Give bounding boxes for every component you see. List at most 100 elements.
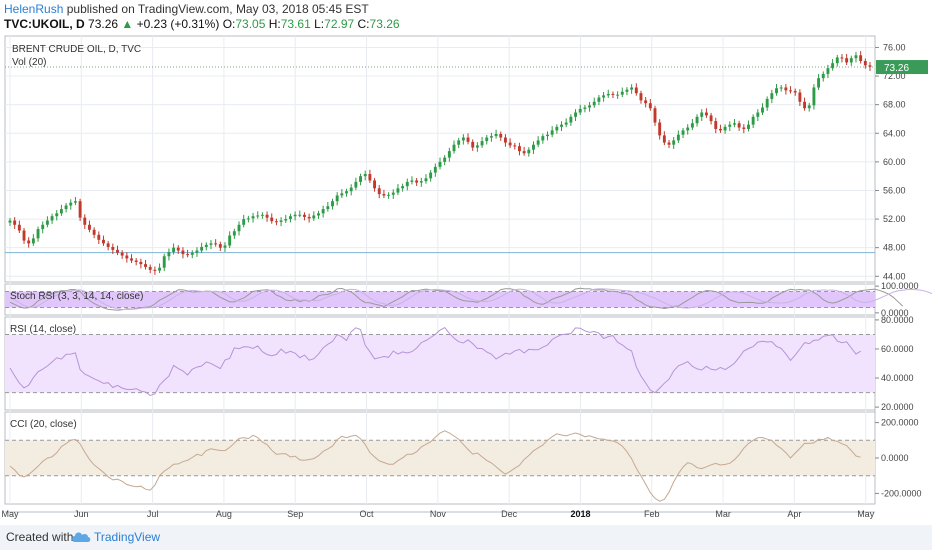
- candle-body: [204, 244, 208, 247]
- x-tick-label: Jun: [74, 509, 89, 519]
- created-with-text: Created with: [6, 530, 74, 544]
- candle-body: [158, 267, 162, 271]
- candle-body: [265, 214, 269, 218]
- candle-body: [723, 126, 727, 131]
- candle-body: [246, 218, 250, 220]
- candle-body: [345, 191, 348, 194]
- candle-body: [326, 206, 330, 210]
- candle-body: [532, 144, 535, 150]
- candle-body: [560, 124, 563, 127]
- candle-body: [611, 93, 615, 95]
- candle-body: [331, 201, 334, 207]
- candle-body: [405, 181, 409, 187]
- candle-body: [424, 178, 428, 182]
- candle-body: [41, 224, 45, 230]
- open-label: O:: [222, 17, 236, 31]
- stoch-rsi-k-line: [9, 287, 904, 311]
- candle-body: [307, 216, 311, 219]
- rsi-y-tick-label: 60.0000: [881, 344, 914, 354]
- publish-header: HelenRush published on TradingView.com, …: [4, 2, 369, 16]
- candle-body: [644, 100, 648, 104]
- cci-label: CCI (20, close): [10, 419, 77, 430]
- candle-body: [583, 107, 587, 109]
- candle-body: [69, 202, 73, 206]
- last-price-label: 73.26: [884, 63, 909, 74]
- publish-info: published on TradingView.com, May 03, 20…: [66, 2, 369, 16]
- candle-body: [88, 224, 91, 230]
- cci-y-tick-label: 0.0000: [881, 453, 909, 463]
- y-tick-label: 72.00: [883, 71, 906, 81]
- price-change: +0.23 (+0.31%): [136, 17, 220, 31]
- candle-body: [854, 55, 858, 59]
- candle-body: [349, 187, 353, 192]
- y-tick-label: 68.00: [883, 100, 906, 110]
- candle-body: [293, 214, 297, 217]
- candle-body: [214, 243, 218, 245]
- candle-body: [13, 220, 17, 225]
- candle-body: [97, 234, 101, 240]
- candle-body: [59, 209, 63, 214]
- candle-body: [653, 108, 657, 123]
- candle-body: [452, 144, 456, 152]
- candle-body: [466, 137, 470, 142]
- candle-body: [770, 93, 774, 99]
- candle-body: [550, 130, 554, 135]
- candle-body: [354, 181, 358, 188]
- candle-body: [625, 89, 629, 92]
- candle-body: [139, 261, 143, 265]
- rsi-line: [9, 326, 861, 397]
- price-pane-title: BRENT CRUDE OIL, D, TVC: [12, 44, 141, 55]
- candle-body: [630, 87, 634, 90]
- high-value: 73.61: [280, 17, 311, 31]
- candle-body: [541, 136, 545, 141]
- candle-body: [120, 252, 124, 256]
- candle-body: [714, 121, 718, 129]
- x-tick-label: Jul: [147, 509, 159, 519]
- candle-body: [92, 229, 96, 235]
- candle-body: [602, 95, 606, 98]
- candle-body: [232, 231, 236, 236]
- symbol-label: TVC:UKOIL, D: [4, 17, 85, 31]
- tradingview-link[interactable]: TradingView: [94, 530, 161, 544]
- y-tick-label: 52.00: [883, 214, 906, 224]
- candle-body: [503, 137, 507, 143]
- candle-body: [373, 180, 377, 189]
- candle-body: [564, 122, 568, 125]
- candle-body: [803, 101, 807, 109]
- candle-body: [868, 65, 872, 67]
- candle-body: [494, 133, 498, 137]
- candle-body: [172, 247, 176, 252]
- candle-body: [775, 88, 778, 94]
- candle-body: [742, 127, 746, 129]
- candle-body: [658, 122, 662, 136]
- author-link[interactable]: HelenRush: [4, 2, 64, 16]
- candle-body: [648, 103, 652, 109]
- low-label: L:: [314, 17, 325, 31]
- candle-body: [8, 220, 12, 223]
- candle-body: [461, 137, 465, 141]
- candle-body: [433, 166, 437, 173]
- candle-body: [190, 252, 194, 255]
- candle-body: [751, 116, 755, 125]
- stoch-rsi-label: Stoch RSI (3, 3, 14, 14, close): [10, 291, 143, 302]
- stoch-rsi-y-tick-label: 100.0000: [881, 281, 919, 291]
- candle-body: [695, 116, 699, 124]
- candle-body: [125, 255, 129, 259]
- x-tick-label: Mar: [715, 509, 731, 519]
- candle-body: [55, 213, 59, 217]
- candle-body: [784, 87, 788, 91]
- candle-body: [144, 264, 147, 267]
- candle-body: [443, 157, 447, 162]
- rsi-y-tick-label: 80.0000: [881, 315, 914, 325]
- tradingview-cloud-icon[interactable]: [70, 530, 92, 544]
- candle-body: [700, 112, 704, 117]
- x-tick-label: Sep: [287, 509, 303, 519]
- candle-body: [606, 93, 610, 96]
- candle-body: [709, 115, 713, 122]
- candle-body: [733, 123, 736, 125]
- candle-body: [522, 151, 526, 154]
- candle-body: [251, 216, 255, 219]
- candle-body: [761, 107, 764, 113]
- candle-body: [401, 186, 405, 189]
- candle-body: [835, 57, 839, 64]
